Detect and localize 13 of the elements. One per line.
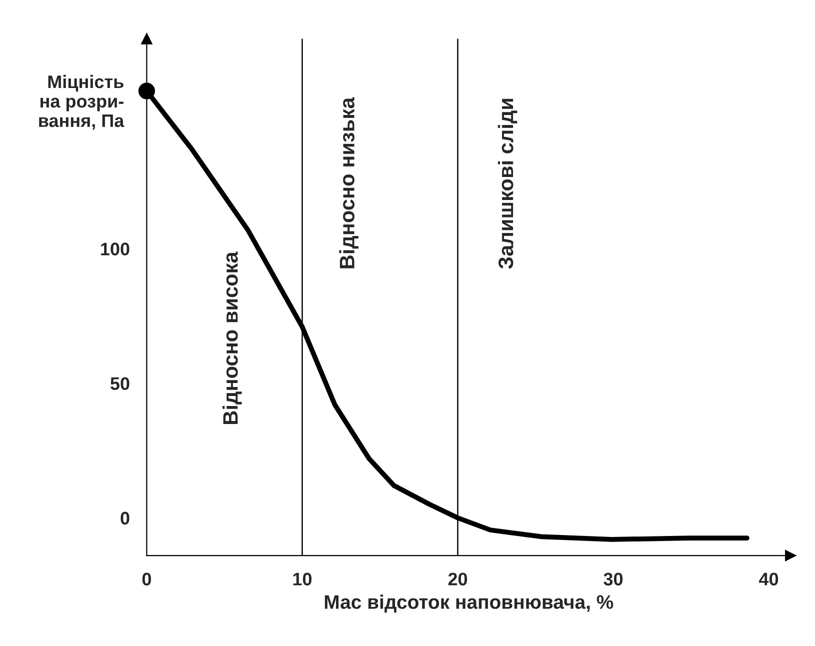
annotation: Залишкові сліди <box>498 98 518 269</box>
x-tick-label: 0 <box>142 572 151 586</box>
x-tick-label: 30 <box>604 572 623 586</box>
x-tick-label: 10 <box>293 572 312 586</box>
y-tick-label: 0 <box>120 512 130 525</box>
y-tick-label: 50 <box>110 377 130 390</box>
y-axis-title: Міцність на розри- вання, Па <box>39 74 124 130</box>
annotation: Відносно низька <box>339 97 358 268</box>
x-tick-label: 20 <box>448 572 468 586</box>
annotation: Відносно висока <box>222 252 242 424</box>
x-tick-label: 40 <box>759 572 778 586</box>
x-axis-title: Мас відсоток наповнювача, % <box>324 594 614 613</box>
y-tick-label: 100 <box>101 242 130 256</box>
